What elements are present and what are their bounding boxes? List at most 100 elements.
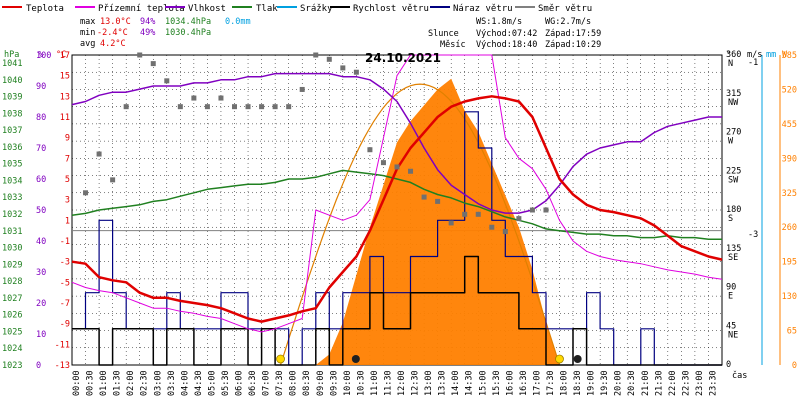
wind-dir-point (259, 104, 265, 110)
temp-tick-label: 9 (65, 134, 70, 144)
time-tick-label: 10:30 (356, 370, 366, 396)
hpa-tick-label: 1025 (2, 327, 22, 337)
time-tick-label: 03:00 (153, 370, 163, 396)
unit-time: čas (732, 370, 747, 381)
time-tick-label: 17:30 (546, 370, 556, 396)
time-tick-label: 01:30 (113, 370, 123, 396)
dir-tick-label: 90 (726, 283, 736, 293)
stat-min-label: min (80, 28, 95, 38)
w-tick-label: 260 (782, 223, 797, 233)
temp-tick-label: 13 (60, 92, 70, 102)
time-tick-label: 18:00 (560, 370, 570, 396)
time-tick-label: 04:00 (180, 370, 190, 396)
wind-dir-point (353, 69, 359, 75)
moon-rise: Východ:18:40 (476, 40, 537, 50)
pct-tick-label: 100 (36, 51, 51, 61)
legend-label: Srážky (300, 4, 333, 14)
w-tick-label: 585 (782, 51, 797, 61)
dir-name-label: W (728, 137, 734, 147)
unit-deg: ° (726, 50, 731, 60)
pct-tick-label: 70 (36, 144, 46, 154)
axes-labels: 1041104010391038103710361035103410331032… (2, 50, 797, 396)
wind-dir-point (313, 52, 319, 58)
wind-dir-point (150, 61, 156, 67)
wind-dir-point (272, 104, 278, 110)
wind-dir-point (191, 95, 197, 101)
wind-dir-point (543, 207, 549, 213)
pct-tick-label: 40 (36, 237, 46, 247)
time-tick-label: 16:00 (505, 370, 515, 396)
stat-max-temp: 13.0°C (100, 17, 131, 27)
time-tick-label: 00:00 (72, 370, 82, 396)
moon-label: Měsíc (440, 40, 466, 50)
hpa-tick-label: 1034 (2, 176, 22, 186)
temp-tick-label: 5 (65, 175, 70, 185)
legend: Teplota Přízemní teplota Vlhkost Tlak Sr… (2, 4, 592, 14)
wind-dir-point (380, 160, 386, 166)
time-tick-label: 00:30 (86, 370, 96, 396)
hpa-tick-label: 1028 (2, 277, 22, 287)
legend-label: Tlak (256, 4, 278, 14)
hpa-tick-label: 1032 (2, 210, 22, 220)
time-tick-label: 11:30 (383, 370, 393, 396)
unit-w: W (782, 50, 788, 60)
hpa-tick-label: 1037 (2, 126, 22, 136)
wind-dir-point (123, 104, 129, 110)
unit-pct: % (38, 50, 43, 60)
dir-tick-label: 225 (726, 166, 741, 176)
dir-tick-label: 45 (726, 321, 736, 331)
hpa-tick-label: 1029 (2, 260, 22, 270)
time-tick-label: 13:00 (424, 370, 434, 396)
hpa-tick-label: 1039 (2, 93, 22, 103)
wind-dir-point (83, 190, 89, 196)
wind-wg: WG:2.7m/s (545, 17, 591, 27)
stat-max-rain: 0.0mm (225, 17, 251, 27)
dir-tick-label: 0 (726, 360, 731, 370)
temp-tick-label: -1 (60, 237, 70, 247)
wind-dir-point (299, 86, 305, 92)
temp-tick-label: 17 (60, 51, 70, 61)
time-tick-label: 02:00 (126, 370, 136, 396)
dir-name-label: NW (728, 98, 739, 108)
time-tick-label: 20:00 (614, 370, 624, 396)
legend-label: Rychlost větru (353, 4, 429, 14)
wind-ws: WS:1.8m/s (476, 17, 522, 27)
pct-tick-label: 10 (36, 330, 46, 340)
dir-name-label: N (728, 59, 733, 69)
moonset-marker (351, 355, 360, 363)
ms-tick-label: -1 (748, 58, 758, 68)
dir-tick-label: 315 (726, 89, 741, 99)
w-tick-label: 520 (782, 85, 797, 95)
series-pressure (71, 169, 722, 241)
wind-dir-point (232, 104, 237, 110)
wind-dir-point (164, 78, 170, 84)
series-ground-temp (71, 54, 723, 333)
temp-tick-label: 3 (65, 196, 70, 206)
hpa-tick-label: 1033 (2, 193, 22, 203)
stat-avg-label: avg (80, 39, 95, 49)
pct-tick-label: 30 (36, 268, 46, 278)
temp-tick-label: -9 (60, 320, 70, 330)
hpa-tick-label: 1027 (2, 294, 22, 304)
wind-dir-point (394, 164, 400, 170)
pct-tick-label: 20 (36, 299, 46, 309)
unit-ms: m/s (747, 50, 762, 60)
time-tick-label: 23:30 (708, 370, 718, 396)
dir-name-label: SE (728, 253, 738, 263)
time-tick-label: 14:30 (465, 370, 475, 396)
info-block: WS:1.8m/s WG:2.7m/s Slunce Východ:07:42 … (428, 17, 601, 50)
wind-dir-point (448, 220, 454, 226)
temp-tick-label: 11 (60, 113, 70, 123)
w-tick-label: 390 (782, 154, 797, 164)
time-tick-label: 10:00 (343, 370, 353, 396)
temp-tick-label: -3 (60, 258, 70, 268)
wind-dir-point (462, 211, 468, 217)
time-tick-label: 15:30 (492, 370, 502, 396)
series-humidity (71, 72, 722, 214)
w-tick-label: 455 (782, 120, 797, 130)
wind-dir-point (177, 104, 183, 110)
time-tick-label: 06:30 (248, 370, 258, 396)
pct-tick-label: 90 (36, 82, 46, 92)
wind-dir-point (137, 52, 143, 58)
